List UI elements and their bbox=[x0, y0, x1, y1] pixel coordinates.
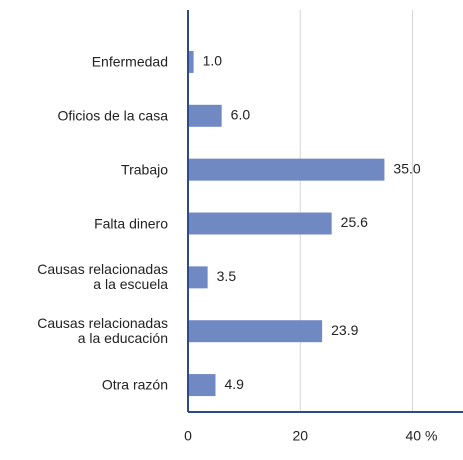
value-label: 3.5 bbox=[217, 268, 237, 284]
y-tick-label: Causas relacionadas a la escuela bbox=[37, 261, 168, 293]
value-label: 1.0 bbox=[203, 53, 223, 69]
bar bbox=[188, 266, 208, 289]
value-label: 23.9 bbox=[331, 322, 358, 338]
y-tick-label: Causas relacionadas a la educación bbox=[37, 315, 168, 347]
x-tick-label: 40 % bbox=[405, 428, 437, 444]
x-tick-label: 20 bbox=[292, 428, 308, 444]
bar bbox=[188, 158, 385, 181]
y-tick-label: Enfermedad bbox=[91, 53, 168, 70]
y-tick-label: Trabajo bbox=[121, 161, 168, 178]
bar bbox=[188, 212, 332, 235]
value-label: 35.0 bbox=[393, 160, 420, 176]
value-label: 25.6 bbox=[341, 214, 368, 230]
y-tick-label: Falta dinero bbox=[94, 215, 168, 231]
bar bbox=[188, 320, 323, 343]
y-tick-label: Otra razón bbox=[101, 376, 168, 393]
bar bbox=[188, 104, 222, 127]
value-label: 6.0 bbox=[231, 106, 251, 122]
bar bbox=[188, 374, 216, 397]
value-label: 4.9 bbox=[225, 376, 245, 392]
x-tick-label: 0 bbox=[184, 428, 192, 444]
bar bbox=[188, 50, 194, 73]
y-tick-label: Oficios de la casa bbox=[57, 107, 169, 124]
